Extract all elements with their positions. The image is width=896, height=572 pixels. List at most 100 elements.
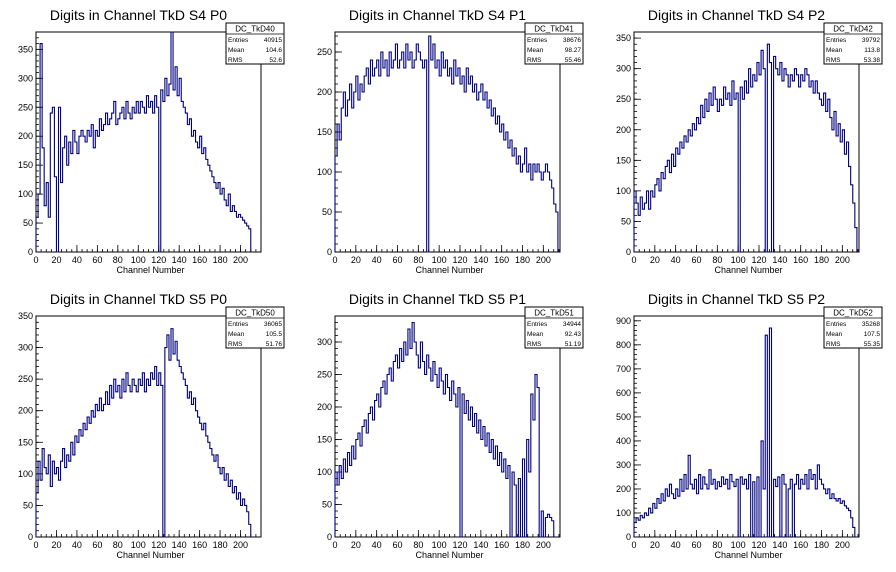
histogram-bin xyxy=(755,81,757,252)
histogram-bin xyxy=(383,68,385,252)
chart-title: Digits in Channel TkD S5 P1 xyxy=(349,291,526,307)
histogram-bin xyxy=(489,100,491,252)
histogram-bin xyxy=(373,76,375,252)
x-tick-label: 200 xyxy=(835,540,850,550)
histogram-bin xyxy=(665,166,667,252)
y-tick-label: 800 xyxy=(616,340,631,350)
histogram-bin xyxy=(128,385,130,537)
histogram-bin xyxy=(200,423,202,537)
histogram-bin xyxy=(713,87,715,252)
x-axis-label: Channel Number xyxy=(714,265,782,275)
histogram-bin xyxy=(132,379,134,537)
stats-value: 104.6 xyxy=(266,47,283,54)
histogram-bin xyxy=(539,172,541,252)
histogram-bin xyxy=(114,379,116,537)
histogram-bin xyxy=(341,479,343,538)
histogram-bin xyxy=(112,113,114,252)
histogram-bin xyxy=(81,436,83,537)
histogram-bin xyxy=(210,449,212,537)
histogram-bin xyxy=(212,177,214,252)
histogram-bin xyxy=(724,87,726,252)
histogram-bin xyxy=(697,118,699,252)
histogram-bin xyxy=(99,398,101,537)
x-tick-label: 40 xyxy=(72,255,82,265)
x-tick-label: 80 xyxy=(712,255,722,265)
histogram-bin xyxy=(410,349,412,538)
x-tick-label: 160 xyxy=(192,255,207,265)
plot-frame xyxy=(633,31,860,253)
histogram-bin xyxy=(183,107,185,252)
y-tick-label: 200 xyxy=(317,402,332,412)
histogram-bin xyxy=(377,60,379,252)
histogram-bin xyxy=(803,81,805,252)
histogram-bin xyxy=(93,148,95,252)
histogram-bin xyxy=(692,489,694,537)
histogram-bin xyxy=(717,111,719,252)
histogram-bin xyxy=(659,191,661,252)
histogram-bin xyxy=(719,487,721,537)
histogram-bin xyxy=(224,480,226,537)
histogram-bin xyxy=(844,154,846,252)
stats-box xyxy=(823,22,883,65)
histogram-bin xyxy=(65,468,67,537)
histogram-bin xyxy=(724,484,726,537)
histogram-bin xyxy=(427,355,429,537)
histogram-bin xyxy=(50,486,52,537)
x-tick-label: 20 xyxy=(51,540,61,550)
histogram-bin xyxy=(101,130,103,252)
histogram-bin xyxy=(120,113,122,252)
histogram-bin xyxy=(85,430,87,537)
y-tick-label: 700 xyxy=(616,364,631,374)
histogram-bin xyxy=(663,501,665,537)
histogram-bin xyxy=(393,362,395,538)
x-axis-label: Channel Number xyxy=(714,550,782,560)
histogram-bin xyxy=(703,118,705,252)
histogram-bin xyxy=(780,63,782,252)
x-tick-label: 100 xyxy=(432,255,447,265)
histogram-bin xyxy=(208,442,210,537)
histogram-bin xyxy=(412,68,414,252)
chart-title: Digits in Channel TkD S4 P2 xyxy=(648,7,825,23)
stats-label: RMS xyxy=(826,341,841,348)
histogram-bin xyxy=(99,119,101,252)
histogram-bin xyxy=(452,84,454,252)
histogram-bin xyxy=(722,105,724,252)
histogram-bin xyxy=(479,92,481,252)
x-tick-label: 0 xyxy=(33,255,38,265)
histogram-bin xyxy=(387,375,389,538)
histogram-bin xyxy=(481,440,483,538)
histogram-bin xyxy=(167,335,169,537)
histogram-bin xyxy=(358,433,360,537)
histogram-bin xyxy=(809,87,811,252)
histogram-bin xyxy=(159,373,161,537)
x-tick-label: 40 xyxy=(372,255,382,265)
histogram-bin xyxy=(350,84,352,252)
y-tick-label: 50 xyxy=(322,500,332,510)
histogram-bin xyxy=(40,480,42,537)
histogram-bin xyxy=(707,489,709,537)
chart-title: Digits in Channel TkD S5 P2 xyxy=(648,291,825,307)
histogram-bin xyxy=(385,60,387,252)
histogram-bin xyxy=(794,69,796,252)
histogram-bin xyxy=(516,164,518,252)
histogram-bin xyxy=(198,417,200,537)
y-tick-label: 200 xyxy=(18,406,33,416)
x-tick-label: 0 xyxy=(631,540,636,550)
stats-box xyxy=(524,22,584,65)
stats-label: Entries xyxy=(527,321,548,328)
y-tick-label: 150 xyxy=(616,155,631,165)
histogram-bin xyxy=(537,164,539,252)
histogram-bin xyxy=(473,92,475,252)
histogram-bin xyxy=(674,166,676,252)
histogram-bin xyxy=(506,479,508,538)
histogram-bin xyxy=(151,101,153,252)
histogram-bin xyxy=(763,489,765,537)
stats-name: DC_TkD41 xyxy=(534,25,574,34)
histogram-bin xyxy=(506,132,508,252)
histogram-bin xyxy=(690,484,692,537)
histogram-bin xyxy=(847,508,849,537)
histogram-bin xyxy=(189,392,191,537)
stats-box xyxy=(524,306,584,349)
histogram-bin xyxy=(678,496,680,537)
histogram-bin xyxy=(807,489,809,537)
